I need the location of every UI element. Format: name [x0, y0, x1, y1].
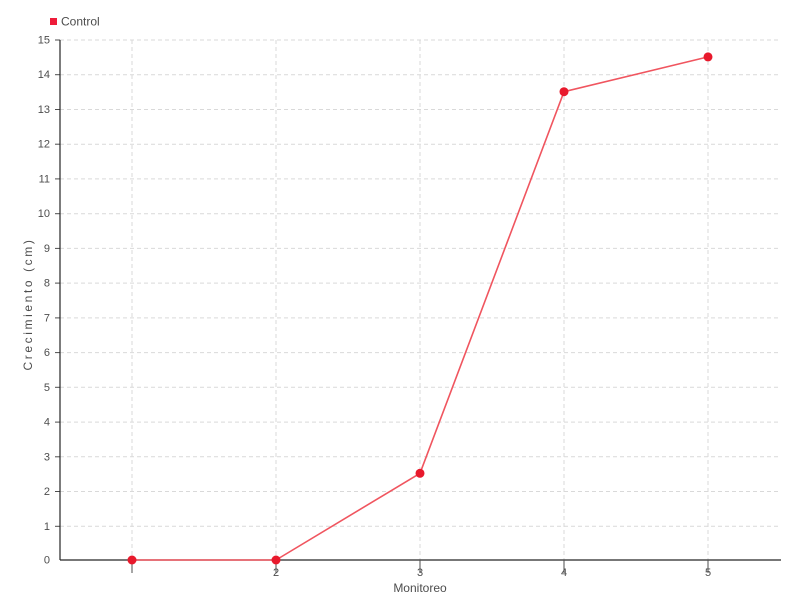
svg-text:14: 14 [38, 69, 50, 81]
svg-text:Crecimiento (cm): Crecimiento (cm) [21, 238, 35, 371]
svg-text:13: 13 [38, 104, 50, 116]
svg-text:8: 8 [44, 278, 50, 290]
svg-text:4: 4 [44, 417, 50, 429]
svg-text:Control: Control [61, 15, 100, 29]
svg-text:6: 6 [44, 347, 50, 359]
svg-text:2: 2 [273, 567, 279, 579]
svg-text:2: 2 [44, 486, 50, 498]
svg-text:4: 4 [561, 567, 567, 579]
svg-text:3: 3 [44, 451, 50, 463]
svg-text:9: 9 [44, 243, 50, 255]
svg-text:11: 11 [39, 173, 50, 185]
svg-text:15: 15 [38, 35, 50, 47]
svg-text:5: 5 [44, 382, 50, 394]
svg-text:0: 0 [44, 555, 50, 567]
svg-text:5: 5 [705, 567, 711, 579]
svg-text:7: 7 [44, 312, 50, 324]
svg-text:12: 12 [38, 139, 50, 151]
svg-text:10: 10 [38, 208, 50, 220]
svg-text:Monitoreo: Monitoreo [393, 581, 447, 595]
svg-text:3: 3 [417, 567, 423, 579]
svg-text:1: 1 [44, 521, 50, 533]
